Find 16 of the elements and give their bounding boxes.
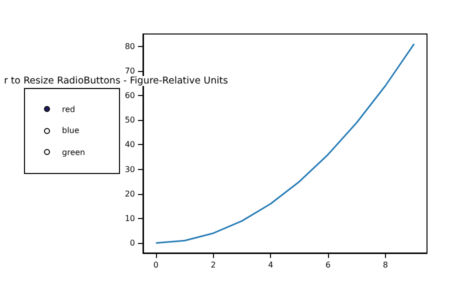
y-tick-label: 60 (124, 91, 135, 100)
text: r to Resize RadioButtons - Figure-Relative Units (4, 76, 228, 86)
y-tick-label: 80 (124, 42, 135, 51)
x-tick-label: 8 (382, 260, 388, 270)
x-tick-label: 4 (268, 260, 274, 270)
y-tick-label: 10 (124, 214, 135, 223)
y-tick-label: 30 (124, 164, 135, 174)
y-tick-label: 0 (130, 238, 135, 248)
y-tick-label: 40 (124, 140, 135, 150)
y-tick-label: 70 (124, 66, 135, 76)
radio-panel: red blue green (24, 88, 120, 174)
x-tick-label: 6 (325, 260, 331, 270)
y-tick-label: 50 (124, 116, 135, 125)
x-tick-label: 0 (153, 260, 158, 270)
x-tick-label: 2 (210, 260, 216, 270)
y-tick-label: 20 (124, 189, 135, 198)
